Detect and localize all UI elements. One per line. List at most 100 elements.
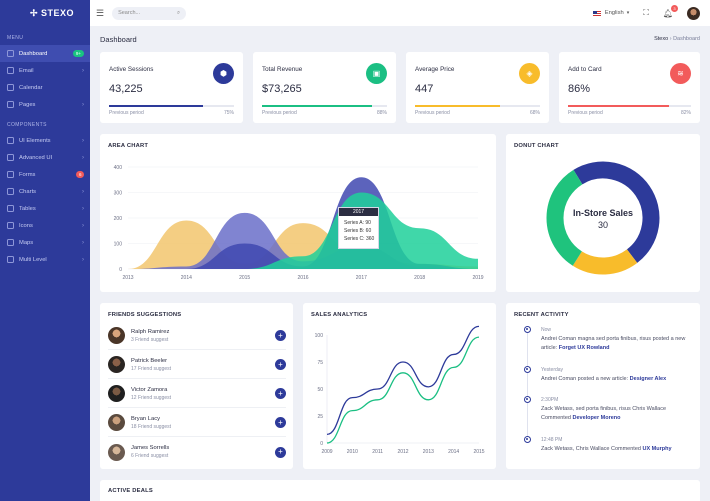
friend-name[interactable]: Victor Zamora [131, 386, 168, 393]
x-tick-label: 2010 [347, 449, 358, 455]
search-input[interactable]: Search... ⌕ [112, 6, 187, 20]
layers-icon: ≋ [670, 63, 691, 84]
stat-percent: 68% [529, 110, 540, 116]
y-tick-label: 200 [114, 216, 123, 222]
add-friend-button[interactable]: + [275, 330, 286, 341]
advanced-ui-icon [7, 154, 14, 161]
dashboard-icon [7, 50, 14, 57]
y-tick-label: 50 [317, 387, 323, 393]
card-title: ACTIVE DEALS [108, 488, 153, 494]
sidebar-item-pages[interactable]: Pages › [0, 96, 90, 113]
friend-sub: 12 Friend suggest [131, 394, 172, 401]
list-item: Victor Zamora 12 Friend suggest + [108, 380, 286, 408]
sidebar-item-label: Maps [19, 239, 34, 246]
sidebar-badge: 6 [76, 171, 84, 178]
x-tick-label: 2017 [356, 275, 367, 281]
tooltip-title: 2017 [339, 208, 378, 216]
friend-name[interactable]: Ralph Ramirez [131, 328, 170, 335]
sidebar-item-maps[interactable]: Maps › [0, 234, 90, 251]
tooltip-line: Series B: 60 [344, 228, 372, 234]
activity-link[interactable]: UX Murphy [642, 446, 672, 452]
x-tick-label: 2015 [473, 449, 484, 455]
search-icon: ⌕ [176, 9, 181, 16]
maps-icon [7, 239, 14, 246]
language-dropdown[interactable]: English ▾ [592, 10, 629, 16]
chevron-right-icon: › [82, 101, 84, 108]
sidebar-item-label: Icons [19, 222, 33, 229]
sidebar-item-forms[interactable]: Forms 6 [0, 166, 90, 183]
chevron-right-icon: › [82, 205, 84, 212]
activity-link[interactable]: Designer Alex [629, 376, 667, 382]
stat-previous: Previous period [568, 110, 603, 116]
chevron-right-icon: › [669, 36, 674, 42]
x-tick-label: 2018 [414, 275, 425, 281]
sidebar-item-calendar[interactable]: Calendar [0, 79, 90, 96]
sidebar-item-icons[interactable]: Icons › [0, 217, 90, 234]
sidebar-item-dashboard[interactable]: Dashboard 9+ [0, 45, 90, 62]
activity-text: Andrei Coman magna sed porta finibus, ri… [541, 336, 686, 351]
tooltip-line: Series C: 360 [344, 236, 375, 242]
sidebar-item-label: Tables [19, 205, 36, 212]
sidebar-item-charts[interactable]: Charts › [0, 183, 90, 200]
activity-link[interactable]: Forget UX Rowland [558, 345, 610, 351]
add-friend-button[interactable]: + [275, 388, 286, 399]
add-friend-button[interactable]: + [275, 417, 286, 428]
chevron-right-icon: › [82, 256, 84, 263]
active-deals-card: ACTIVE DEALS [100, 480, 700, 501]
stat-progress [568, 105, 691, 107]
stat-title: Active Sessions [109, 66, 154, 73]
charts-icon [7, 188, 14, 195]
sidebar-item-email[interactable]: Email › [0, 62, 90, 79]
add-friend-button[interactable]: + [275, 446, 286, 458]
activity-item: 12:48 PM Zack Wetass, Chris Wallace Comm… [541, 437, 693, 454]
friend-name[interactable]: Patrick Beeler [131, 357, 168, 364]
sidebar-item-tables[interactable]: Tables › [0, 200, 90, 217]
breadcrumb-item[interactable]: Stexo [654, 36, 669, 42]
x-tick-label: 2009 [321, 449, 332, 455]
card-title: RECENT ACTIVITY [514, 312, 569, 318]
sidebar-item-multi-level[interactable]: Multi Level › [0, 251, 90, 268]
topbar: ☰ Search... ⌕ English ▾ ⛶ 🔔︎ 3 [90, 0, 710, 26]
donut-center-value: 30 [597, 220, 608, 230]
donut-hole [564, 179, 642, 257]
menu-toggle-icon[interactable]: ☰ [96, 7, 105, 18]
notification-count: 3 [671, 4, 678, 12]
stat-progress [415, 105, 540, 107]
activity-link[interactable]: Developer Moreno [572, 415, 621, 421]
sales-line-chart: 0 25 50 75 100 2009 2010 2011 2012 2013 2014 2015 [315, 325, 485, 455]
avatar [108, 327, 125, 344]
logo[interactable]: ✢ STEXO [0, 0, 90, 26]
x-tick-label: 2019 [472, 275, 483, 281]
stat-percent: 82% [680, 110, 691, 116]
avatar [108, 443, 125, 461]
chevron-right-icon: › [82, 188, 84, 195]
logo-text: STEXO [41, 8, 75, 18]
tag-icon: ◈ [519, 63, 540, 84]
area-series [128, 212, 478, 269]
avatar[interactable] [687, 6, 700, 20]
x-tick-label: 2016 [297, 275, 308, 281]
stat-title: Add to Card [568, 66, 602, 73]
language-label: English [604, 10, 624, 16]
sidebar-item-advanced-ui[interactable]: Advanced UI › [0, 149, 90, 166]
tables-icon [7, 205, 14, 212]
x-tick-label: 2014 [448, 449, 459, 455]
activity-item: Now Andrei Coman magna sed porta finibus… [541, 327, 693, 353]
friend-name[interactable]: Bryan Lacy [131, 415, 160, 422]
stat-progress [109, 105, 234, 107]
chevron-right-icon: › [82, 67, 84, 74]
breadcrumb: Stexo › Dashboard [654, 36, 700, 42]
recent-activity-card: RECENT ACTIVITY Now Andrei Coman magna s… [506, 303, 700, 469]
activity-time: 2:30PM [541, 397, 559, 403]
y-tick-label: 25 [317, 414, 323, 420]
fullscreen-icon[interactable]: ⛶ [643, 8, 649, 17]
sidebar-item-label: Charts [19, 188, 37, 195]
friend-name[interactable]: James Sorrells [131, 445, 170, 451]
briefcase-icon: ▣ [366, 63, 387, 84]
donut-slice [546, 169, 583, 266]
sidebar-item-ui-elements[interactable]: UI Elements › [0, 132, 90, 149]
add-friend-button[interactable]: + [275, 359, 286, 370]
avatar [108, 385, 125, 402]
activity-item: Yesterday Andrei Coman posted a new arti… [541, 367, 693, 384]
bell-icon[interactable]: 🔔︎ 3 [663, 4, 678, 18]
